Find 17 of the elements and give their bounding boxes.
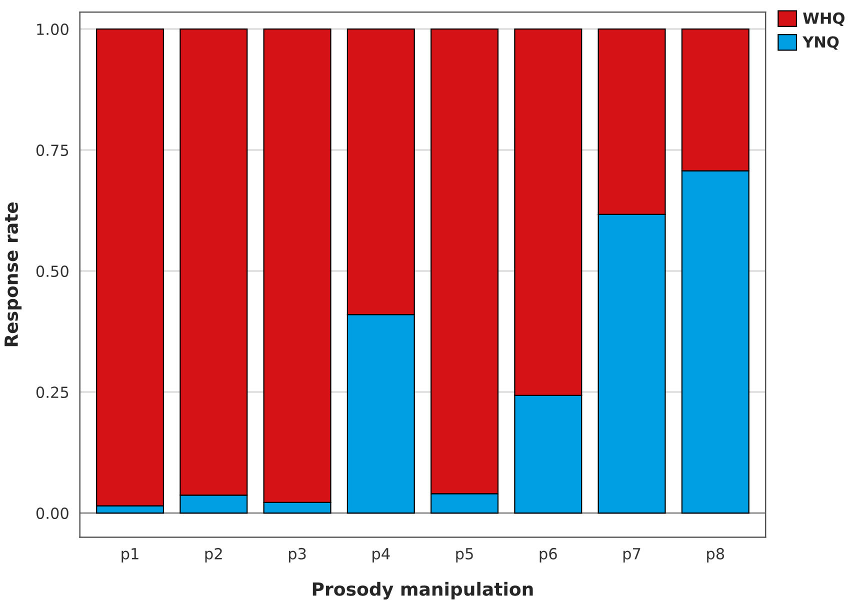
x-tick-label: p5 — [456, 548, 473, 562]
x-tick-label: p4 — [372, 548, 390, 562]
y-axis-title: Response rate — [4, 202, 22, 346]
legend-label: YNQ — [802, 36, 839, 50]
y-tick-label: 0.75 — [36, 144, 68, 156]
x-tick-label: p8 — [707, 548, 724, 562]
y-tick-label: 0.25 — [36, 386, 68, 398]
x-tick-label: p2 — [205, 548, 222, 562]
legend-label: WHQ — [803, 12, 844, 26]
x-tick-label: p7 — [623, 548, 640, 562]
x-tick-label: p6 — [540, 548, 557, 562]
y-tick-label: 0.50 — [36, 266, 68, 278]
y-tick-label: 1.00 — [37, 24, 68, 36]
x-axis-title: Prosody manipulation — [312, 582, 533, 600]
y-tick-label: 0.00 — [36, 508, 68, 520]
x-tick-label: p1 — [122, 548, 138, 562]
x-tick-label: p3 — [288, 548, 306, 562]
